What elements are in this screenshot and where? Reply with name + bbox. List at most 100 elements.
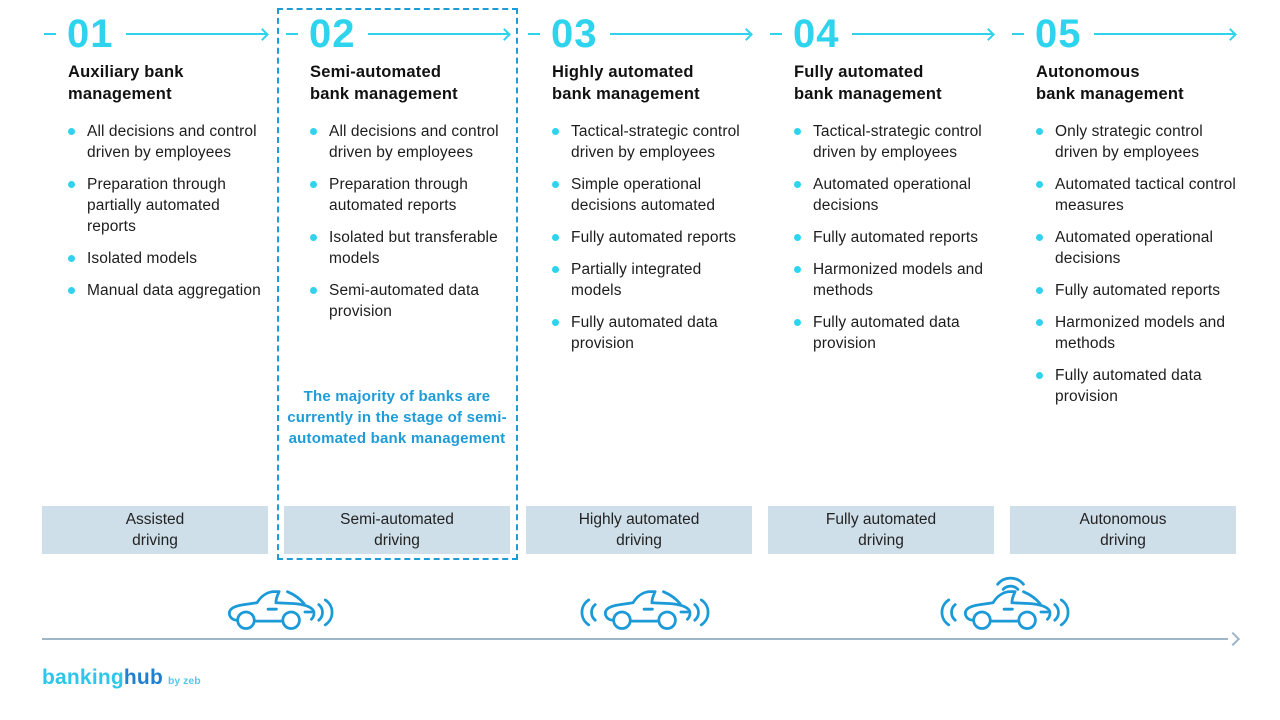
list-item: Fully automated data provision	[794, 312, 994, 354]
stage-bullets: All decisions and control driven by empl…	[68, 121, 268, 301]
driving-levels-row: Assisted driving Semi-automated driving …	[42, 506, 1236, 554]
driving-box-assisted: Assisted driving	[42, 506, 268, 554]
bullet-dot-icon	[794, 266, 801, 273]
right-arrow-icon	[609, 27, 753, 41]
stage-number: 03	[551, 12, 598, 56]
stage-header-5: 05	[1010, 12, 1237, 56]
dash-icon	[44, 33, 56, 35]
stage-number: 04	[793, 12, 840, 56]
bullet-dot-icon	[552, 266, 559, 273]
list-item: Fully automated data provision	[552, 312, 752, 354]
stage-header-1: 01	[42, 12, 269, 56]
list-item: Fully automated data provision	[1036, 365, 1236, 407]
list-item: Tactical-strategic control driven by emp…	[552, 121, 752, 163]
stage-bullets: Only strategic control driven by employe…	[1036, 121, 1236, 407]
logo-text-hub: hub	[123, 666, 163, 689]
list-item: Tactical-strategic control driven by emp…	[794, 121, 994, 163]
list-item: Preparation through automated reports	[310, 174, 510, 216]
list-item: Only strategic control driven by employe…	[1036, 121, 1236, 163]
list-item: All decisions and control driven by empl…	[68, 121, 268, 163]
bullet-dot-icon	[794, 234, 801, 241]
highlight-note: The majority of banks are currently in t…	[287, 388, 507, 447]
bullet-dot-icon	[310, 234, 317, 241]
stage-header-2: 02	[284, 12, 511, 56]
list-item: Automated operational decisions	[794, 174, 994, 216]
bullet-dot-icon	[68, 128, 75, 135]
stage-column-4: 04 Fully automated bank management Tacti…	[768, 12, 995, 418]
stage-bullets: Tactical-strategic control driven by emp…	[794, 121, 994, 354]
list-item: Simple operational decisions automated	[552, 174, 752, 216]
bullet-dot-icon	[552, 319, 559, 326]
stage-title: Autonomous bank management	[1036, 63, 1184, 103]
bullet-dot-icon	[794, 181, 801, 188]
logo-text-byzeb: by zeb	[168, 675, 201, 687]
bullet-dot-icon	[68, 255, 75, 262]
bullet-dot-icon	[794, 128, 801, 135]
driving-box-fully-automated: Fully automated driving	[768, 506, 994, 554]
timeline-arrow-icon	[42, 631, 1241, 647]
bullet-dot-icon	[310, 287, 317, 294]
logo-text-banking: banking	[42, 666, 124, 689]
right-arrow-icon	[851, 27, 995, 41]
stage-number: 02	[309, 12, 356, 56]
bullet-dot-icon	[552, 181, 559, 188]
bullet-dot-icon	[1036, 181, 1043, 188]
list-item: Harmonized models and methods	[794, 259, 994, 301]
stage-header-3: 03	[526, 12, 753, 56]
bullet-dot-icon	[1036, 319, 1043, 326]
list-item: Automated operational decisions	[1036, 227, 1236, 269]
stage-column-5: 05 Autonomous bank management Only strat…	[1010, 12, 1237, 418]
stage-number: 01	[67, 12, 114, 56]
dash-icon	[770, 33, 782, 35]
stage-title: Highly automated bank management	[552, 63, 700, 103]
bullet-dot-icon	[552, 234, 559, 241]
bullet-dot-icon	[1036, 234, 1043, 241]
driving-box-semi-automated: Semi-automated driving	[284, 506, 510, 554]
dash-icon	[286, 33, 298, 35]
list-item: All decisions and control driven by empl…	[310, 121, 510, 163]
dash-icon	[528, 33, 540, 35]
stage-bullets: All decisions and control driven by empl…	[310, 121, 510, 322]
right-arrow-icon	[367, 27, 511, 41]
right-arrow-icon	[1093, 27, 1237, 41]
stage-title: Semi-automated bank management	[310, 63, 458, 103]
car-with-front-radar-icon	[204, 576, 334, 635]
list-item: Fully automated reports	[1036, 280, 1236, 301]
stage-column-3: 03 Highly automated bank management Tact…	[526, 12, 753, 418]
stage-column-1: 01 Auxiliary bank management All decisio…	[42, 12, 269, 418]
list-item: Harmonized models and methods	[1036, 312, 1236, 354]
bullet-dot-icon	[310, 128, 317, 135]
list-item: Isolated models	[68, 248, 268, 269]
right-arrow-icon	[125, 27, 269, 41]
list-item: Preparation through partially automated …	[68, 174, 268, 237]
list-item: Automated tactical control measures	[1036, 174, 1236, 216]
bankinghub-logo: banking hub by zeb	[42, 666, 201, 690]
list-item: Fully automated reports	[552, 227, 752, 248]
stage-number: 05	[1035, 12, 1082, 56]
stage-column-2: 02 Semi-automated bank management All de…	[284, 12, 511, 447]
bullet-dot-icon	[1036, 287, 1043, 294]
bullet-dot-icon	[68, 287, 75, 294]
list-item: Isolated but transferable models	[310, 227, 510, 269]
list-item: Semi-automated data provision	[310, 280, 510, 322]
stage-title: Auxiliary bank management	[68, 63, 184, 103]
stage-header-4: 04	[768, 12, 995, 56]
list-item: Fully automated reports	[794, 227, 994, 248]
bullet-dot-icon	[310, 181, 317, 188]
list-item: Manual data aggregation	[68, 280, 268, 301]
bullet-dot-icon	[794, 319, 801, 326]
bullet-dot-icon	[68, 181, 75, 188]
bullet-dot-icon	[552, 128, 559, 135]
driving-box-highly-automated: Highly automated driving	[526, 506, 752, 554]
list-item: Partially integrated models	[552, 259, 752, 301]
stage-columns: 01 Auxiliary bank management All decisio…	[42, 12, 1237, 447]
bullet-dot-icon	[1036, 372, 1043, 379]
driving-box-autonomous: Autonomous driving	[1010, 506, 1236, 554]
car-with-radar-and-wifi-icon	[940, 576, 1070, 635]
bullet-dot-icon	[1036, 128, 1043, 135]
dash-icon	[1012, 33, 1024, 35]
car-with-front-and-rear-radar-icon	[580, 576, 710, 635]
stage-bullets: Tactical-strategic control driven by emp…	[552, 121, 752, 354]
stage-title: Fully automated bank management	[794, 63, 942, 103]
